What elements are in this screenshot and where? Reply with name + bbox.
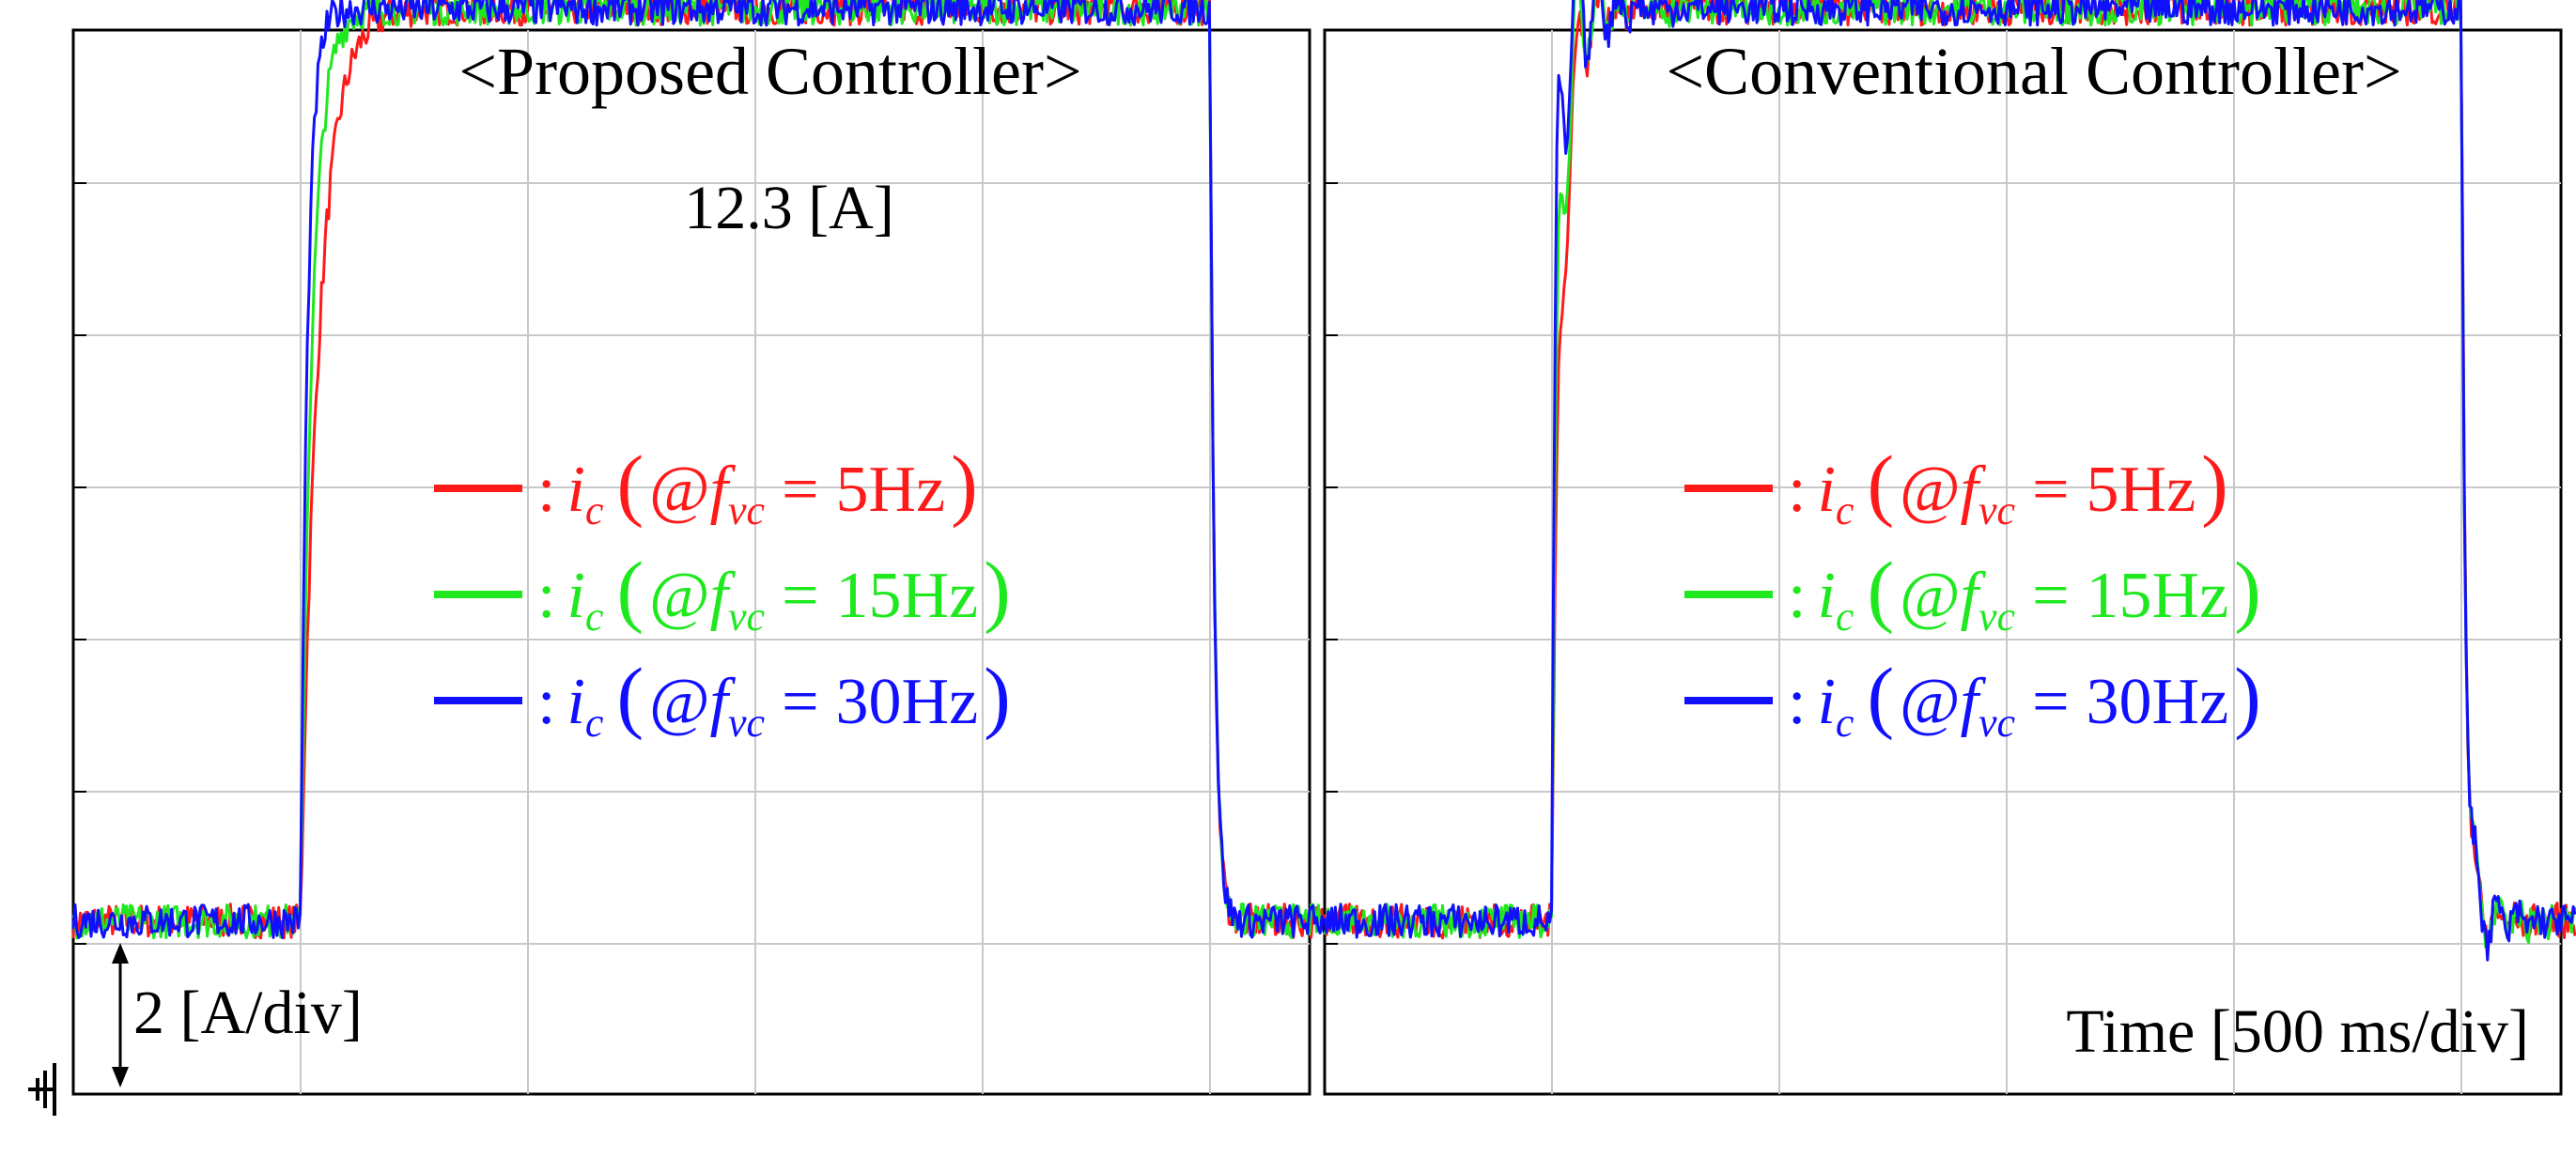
trace-30hz: [71, 0, 1326, 939]
ground-symbol-icon: [28, 1063, 56, 1116]
legend-entry-30hz: : ic (@fvc = 30Hz): [1684, 651, 2261, 746]
legend-entry-5hz: : ic (@fvc = 5Hz): [1684, 439, 2228, 533]
scale-label: 2 [A/div]: [133, 979, 363, 1047]
traces-right: [1323, 0, 2576, 962]
legend-entry-30hz: : ic (@fvc = 30Hz): [434, 651, 1011, 746]
trace-30hz: [1323, 0, 2576, 962]
legend-left: : ic (@fvc = 5Hz) : ic (@fvc = 15Hz) : ic (@fvc = 30Hz…: [434, 439, 1011, 746]
legend-entry-15hz: : ic (@fvc = 15Hz): [1684, 545, 2261, 640]
legend-label: : ic (@fvc = 30Hz): [1788, 651, 2261, 746]
legend-label: : ic (@fvc = 5Hz): [537, 439, 978, 533]
scale-arrow: [112, 943, 129, 1088]
legend-right: : ic (@fvc = 5Hz) : ic (@fvc = 15Hz) : ic (@fvc = 30Hz…: [1684, 439, 2261, 746]
legend-label: : ic (@fvc = 15Hz): [1788, 545, 2261, 640]
proposed-controller-panel: <Proposed Controller> 12.3 [A] : ic (@fvc =…: [28, 0, 1326, 1116]
level-annotation: 12.3 [A]: [684, 174, 894, 242]
legend-entry-5hz: : ic (@fvc = 5Hz): [434, 439, 978, 533]
panel-frame-left: [71, 28, 1311, 1096]
panel-frame-right: [1323, 28, 2563, 1096]
time-label: Time [500 ms/div]: [2066, 997, 2529, 1066]
traces-left: [71, 0, 1326, 940]
panel-title-left: <Proposed Controller>: [458, 34, 1081, 109]
grid-right: [1325, 30, 2561, 1094]
legend-label: : ic (@fvc = 30Hz): [537, 651, 1011, 746]
legend-label: : ic (@fvc = 15Hz): [537, 545, 1011, 640]
legend-entry-15hz: : ic (@fvc = 15Hz): [434, 545, 1011, 640]
conventional-controller-panel: <Conventional Controller> : ic (@fvc = 5Hz):…: [1323, 0, 2576, 1096]
legend-label: : ic (@fvc = 5Hz): [1788, 439, 2228, 533]
panel-title-right: <Conventional Controller>: [1666, 34, 2401, 109]
